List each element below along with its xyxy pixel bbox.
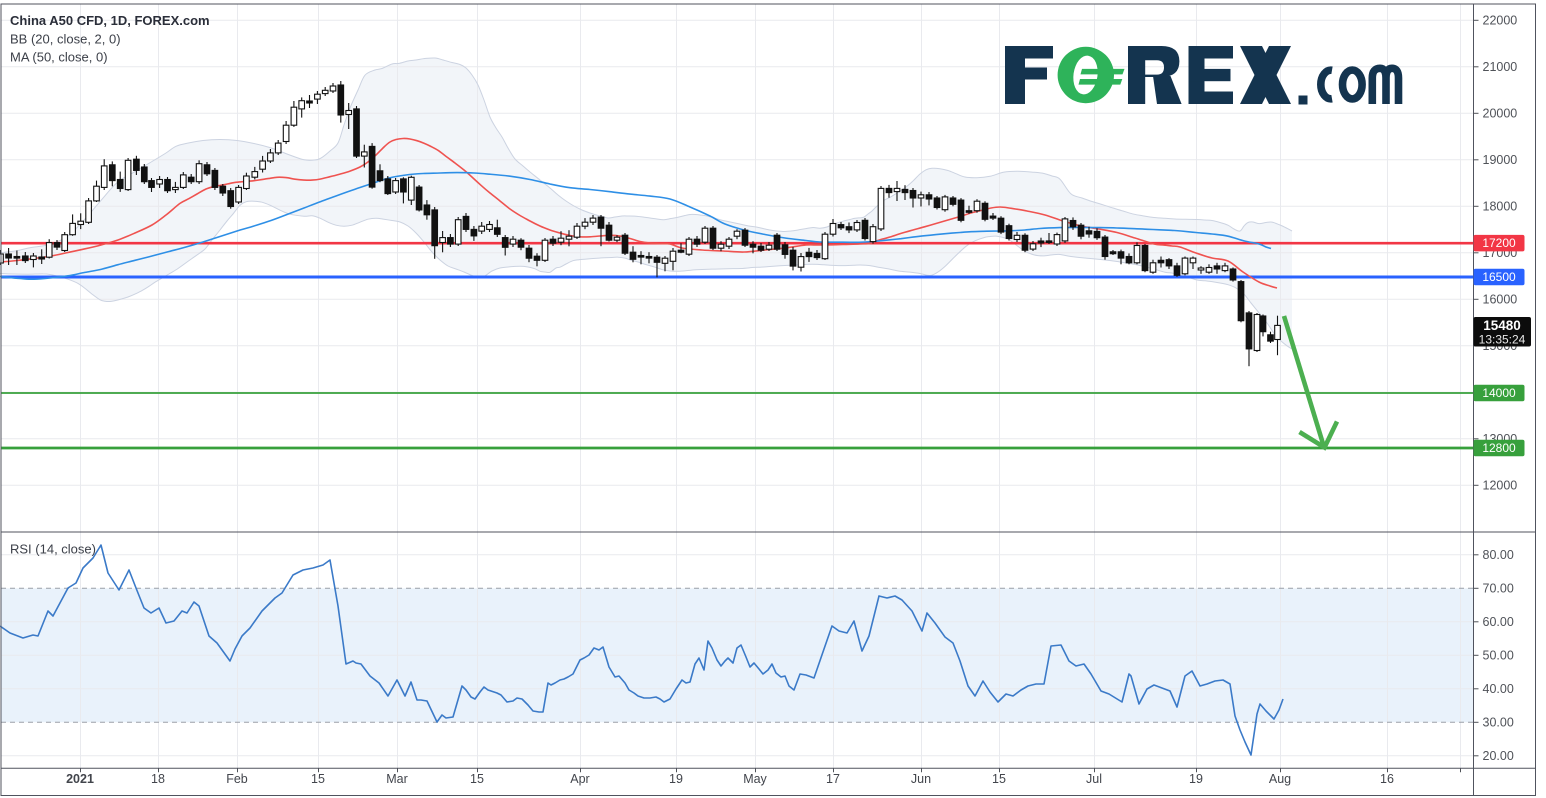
- svg-text:Aug: Aug: [1269, 772, 1291, 786]
- svg-text:MA (50, close, 0): MA (50, close, 0): [10, 50, 108, 65]
- svg-text:12800: 12800: [1482, 441, 1516, 455]
- svg-text:60.00: 60.00: [1483, 615, 1514, 629]
- svg-text:15480: 15480: [1483, 318, 1521, 333]
- svg-text:18: 18: [151, 772, 165, 786]
- svg-text:16000: 16000: [1483, 292, 1518, 306]
- svg-text:Jul: Jul: [1086, 772, 1102, 786]
- svg-text:19: 19: [669, 772, 683, 786]
- svg-text:21000: 21000: [1483, 60, 1518, 74]
- svg-text:15: 15: [992, 772, 1006, 786]
- svg-text:17200: 17200: [1482, 236, 1516, 250]
- svg-text:Jun: Jun: [911, 772, 931, 786]
- svg-text:19: 19: [1189, 772, 1203, 786]
- svg-text:15: 15: [311, 772, 325, 786]
- svg-text:15: 15: [470, 772, 484, 786]
- svg-text:16500: 16500: [1482, 270, 1516, 284]
- svg-text:China A50 CFD, 1D, FOREX.com: China A50 CFD, 1D, FOREX.com: [10, 13, 210, 28]
- svg-text:19000: 19000: [1483, 153, 1518, 167]
- svg-text:30.00: 30.00: [1483, 715, 1514, 729]
- svg-text:14000: 14000: [1482, 386, 1516, 400]
- svg-text:Apr: Apr: [570, 772, 589, 786]
- svg-text:2021: 2021: [66, 772, 94, 786]
- svg-text:Mar: Mar: [386, 772, 408, 786]
- svg-text:16: 16: [1380, 772, 1394, 786]
- svg-text:RSI (14, close): RSI (14, close): [10, 542, 96, 557]
- svg-text:20.00: 20.00: [1483, 749, 1514, 763]
- svg-text:80.00: 80.00: [1483, 548, 1514, 562]
- svg-text:May: May: [743, 772, 767, 786]
- svg-text:22000: 22000: [1483, 13, 1518, 27]
- svg-text:40.00: 40.00: [1483, 682, 1514, 696]
- svg-text:50.00: 50.00: [1483, 648, 1514, 662]
- svg-text:18000: 18000: [1483, 199, 1518, 213]
- svg-text:12000: 12000: [1483, 478, 1518, 492]
- svg-text:70.00: 70.00: [1483, 581, 1514, 595]
- svg-text:13:35:24: 13:35:24: [1479, 333, 1526, 347]
- svg-text:17: 17: [826, 772, 840, 786]
- svg-text:20000: 20000: [1483, 106, 1518, 120]
- svg-text:BB (20, close, 2, 0): BB (20, close, 2, 0): [10, 32, 121, 47]
- svg-text:Feb: Feb: [226, 772, 248, 786]
